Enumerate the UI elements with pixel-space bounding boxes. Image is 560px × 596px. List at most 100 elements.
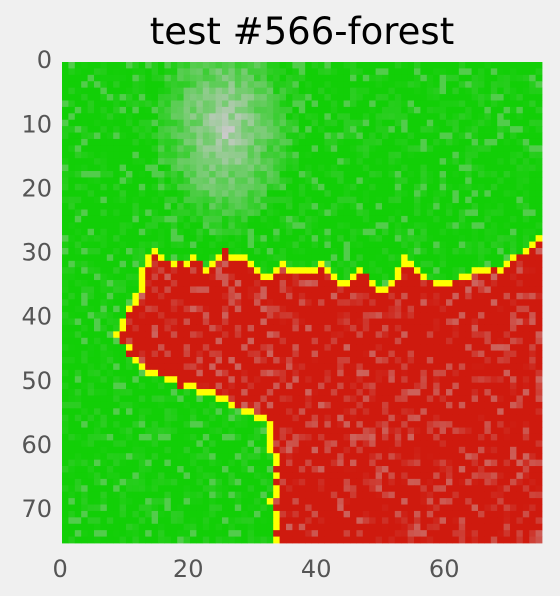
- heatmap-cell: [132, 222, 140, 230]
- heatmap-cell: [151, 106, 159, 114]
- heatmap-cell: [170, 203, 178, 210]
- heatmap-cell: [522, 401, 530, 409]
- heatmap-cell: [215, 324, 223, 332]
- heatmap-cell: [426, 459, 434, 467]
- heatmap-cell: [516, 106, 524, 114]
- heatmap-cell: [113, 106, 120, 114]
- heatmap-cell: [529, 87, 536, 95]
- heatmap-cell: [266, 369, 274, 377]
- heatmap-cell: [279, 286, 287, 294]
- heatmap-cell: [68, 171, 76, 178]
- heatmap-cell: [273, 382, 280, 390]
- heatmap-cell: [87, 62, 95, 69]
- heatmap-cell: [484, 158, 492, 166]
- heatmap-cell: [87, 395, 95, 403]
- heatmap-cell: [497, 286, 504, 294]
- heatmap-cell: [401, 215, 408, 223]
- heatmap-cell: [190, 292, 197, 300]
- heatmap-cell: [202, 324, 210, 332]
- heatmap-cell: [126, 331, 133, 339]
- heatmap-cell: [394, 119, 402, 127]
- heatmap-cell: [87, 113, 95, 121]
- heatmap-cell: [324, 106, 332, 114]
- heatmap-cell: [522, 254, 530, 262]
- heatmap-cell: [426, 235, 434, 242]
- heatmap-cell: [228, 395, 236, 403]
- heatmap-cell: [407, 312, 415, 319]
- heatmap-cell: [279, 466, 287, 473]
- heatmap-cell: [286, 440, 293, 448]
- heatmap-cell: [241, 312, 248, 319]
- heatmap-cell: [202, 305, 210, 313]
- heatmap-cell: [254, 138, 261, 146]
- heatmap-cell: [260, 177, 268, 185]
- heatmap-cell: [222, 478, 229, 486]
- heatmap-cell: [228, 119, 236, 127]
- heatmap-cell: [222, 344, 229, 351]
- heatmap-cell: [170, 446, 178, 454]
- heatmap-cell: [74, 357, 82, 364]
- heatmap-cell: [362, 466, 370, 473]
- heatmap-cell: [529, 466, 536, 473]
- heatmap-cell: [324, 228, 332, 236]
- heatmap-cell: [100, 369, 108, 377]
- heatmap-cell: [68, 247, 76, 255]
- heatmap-cell: [522, 151, 530, 159]
- heatmap-cell: [497, 235, 504, 242]
- heatmap-cell: [401, 305, 408, 313]
- heatmap-cell: [164, 119, 172, 127]
- heatmap-cell: [394, 177, 402, 185]
- heatmap-cell: [286, 215, 293, 223]
- heatmap-cell: [190, 466, 197, 473]
- heatmap-cell: [330, 254, 338, 262]
- heatmap-cell: [510, 100, 517, 108]
- heatmap-cell: [330, 260, 338, 268]
- heatmap-cell: [356, 94, 364, 101]
- heatmap-cell: [87, 126, 95, 133]
- heatmap-cell: [484, 459, 492, 467]
- heatmap-cell: [87, 273, 95, 281]
- heatmap-cell: [465, 138, 472, 146]
- heatmap-cell: [516, 427, 524, 435]
- heatmap-cell: [394, 453, 402, 461]
- heatmap-cell: [151, 382, 159, 390]
- heatmap-cell: [247, 106, 255, 114]
- heatmap-cell: [484, 273, 492, 281]
- heatmap-cell: [228, 267, 236, 275]
- heatmap-cell: [260, 318, 268, 326]
- heatmap-cell: [420, 113, 428, 121]
- heatmap-cell: [535, 254, 543, 262]
- heatmap-cell: [145, 203, 152, 210]
- heatmap-cell: [273, 177, 280, 185]
- heatmap-cell: [465, 331, 472, 339]
- heatmap-cell: [286, 260, 293, 268]
- heatmap-cell: [522, 247, 530, 255]
- heatmap-cell: [170, 132, 178, 140]
- heatmap-cell: [426, 401, 434, 409]
- heatmap-cell: [286, 113, 293, 121]
- heatmap-cell: [503, 126, 511, 133]
- heatmap-cell: [158, 126, 165, 133]
- heatmap-cell: [446, 177, 453, 185]
- heatmap-cell: [190, 260, 197, 268]
- heatmap-cell: [382, 337, 389, 345]
- heatmap-cell: [375, 357, 383, 364]
- heatmap-cell: [138, 190, 146, 198]
- heatmap-cell: [81, 132, 88, 140]
- heatmap-cell: [177, 312, 184, 319]
- heatmap-cell: [215, 273, 223, 281]
- heatmap-cell: [529, 357, 536, 364]
- heatmap-cell: [394, 337, 402, 345]
- heatmap-cell: [234, 337, 242, 345]
- heatmap-cell: [465, 427, 472, 435]
- heatmap-cell: [190, 267, 197, 275]
- heatmap-cell: [407, 337, 415, 345]
- heatmap-cell: [484, 466, 492, 473]
- heatmap-cell: [183, 190, 191, 198]
- heatmap-cell: [414, 74, 421, 82]
- heatmap-cell: [279, 363, 287, 371]
- heatmap-cell: [356, 267, 364, 275]
- heatmap-cell: [458, 286, 466, 294]
- heatmap-cell: [202, 132, 210, 140]
- heatmap-cell: [183, 389, 191, 396]
